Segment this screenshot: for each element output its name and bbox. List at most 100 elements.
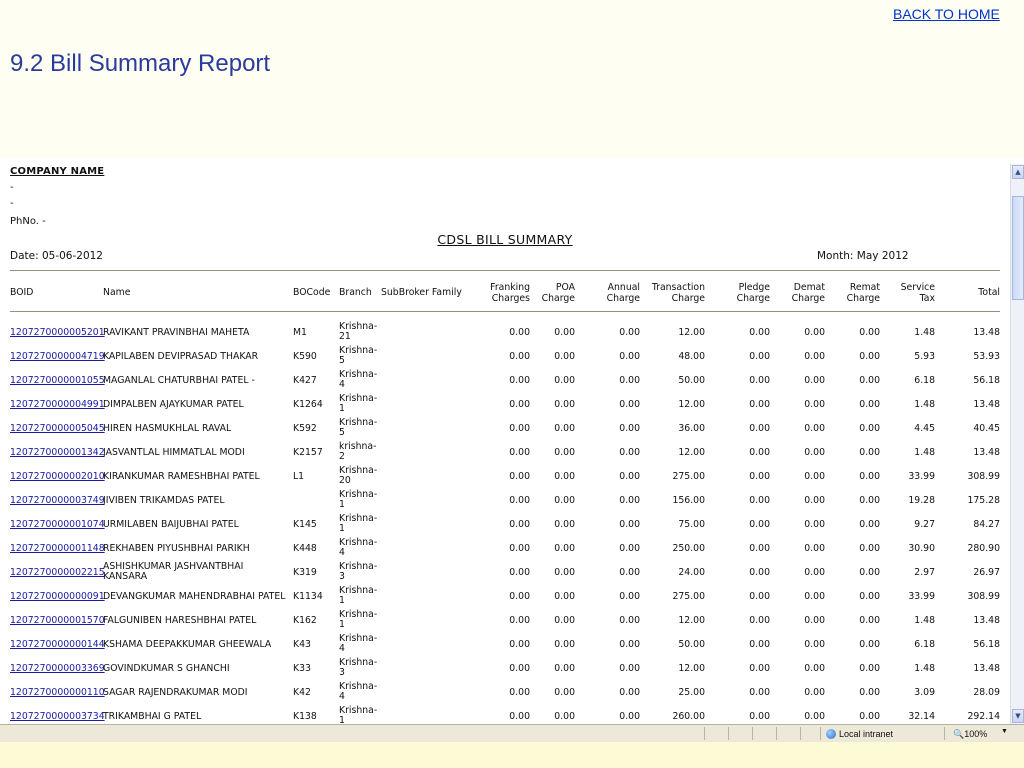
cell-remat: 0.00 bbox=[859, 639, 880, 650]
cell-boid[interactable]: 1207270000003749 bbox=[10, 495, 105, 506]
cell-service-tax: 6.18 bbox=[914, 639, 935, 650]
scroll-down-icon[interactable]: ▼ bbox=[1012, 709, 1024, 723]
cell-pledge: 0.00 bbox=[749, 543, 770, 554]
header-annual: Annual Charge bbox=[606, 282, 640, 304]
cell-pledge: 0.00 bbox=[749, 495, 770, 506]
cell-name: GOVINDKUMAR S GHANCHI bbox=[103, 663, 230, 674]
cell-total: 13.48 bbox=[973, 327, 1000, 338]
header-pledge: Pledge Charge bbox=[736, 282, 770, 304]
cell-demat: 0.00 bbox=[804, 471, 825, 482]
cell-poa: 0.00 bbox=[554, 399, 575, 410]
cell-remat: 0.00 bbox=[859, 591, 880, 602]
cell-branch: Krishna- 1 bbox=[339, 609, 378, 630]
cell-service-tax: 1.48 bbox=[914, 663, 935, 674]
cell-pledge: 0.00 bbox=[749, 399, 770, 410]
cell-boid[interactable]: 1207270000004991 bbox=[10, 399, 105, 410]
cell-total: 56.18 bbox=[973, 639, 1000, 650]
cell-bocode: K1134 bbox=[293, 591, 323, 602]
cell-total: 13.48 bbox=[973, 615, 1000, 626]
back-to-home-link[interactable]: BACK TO HOME bbox=[893, 6, 1000, 22]
cell-demat: 0.00 bbox=[804, 375, 825, 386]
status-divider bbox=[944, 727, 945, 740]
cell-demat: 0.00 bbox=[804, 687, 825, 698]
cell-bocode: K145 bbox=[293, 519, 317, 530]
header-name: Name bbox=[103, 287, 131, 298]
cell-franking: 0.00 bbox=[509, 591, 530, 602]
cell-boid[interactable]: 1207270000005201 bbox=[10, 327, 105, 338]
cell-boid[interactable]: 1207270000001148 bbox=[10, 543, 105, 554]
cell-boid[interactable]: 1207270000002215 bbox=[10, 567, 105, 578]
table-row: 1207270000001570 FALGUNIBEN HARESHBHAI PA… bbox=[0, 608, 1010, 632]
vertical-scrollbar[interactable]: ▲ ▼ bbox=[1010, 164, 1024, 724]
header-boid: BOID bbox=[10, 287, 34, 298]
cell-pledge: 0.00 bbox=[749, 687, 770, 698]
cell-boid[interactable]: 1207270000001342 bbox=[10, 447, 105, 458]
zoom-control[interactable]: 🔍100% bbox=[953, 729, 987, 740]
divider bbox=[10, 311, 1000, 312]
cell-name: TRIKAMBHAI G PATEL bbox=[103, 711, 202, 722]
cell-franking: 0.00 bbox=[509, 567, 530, 578]
cell-remat: 0.00 bbox=[859, 375, 880, 386]
cell-transaction: 50.00 bbox=[678, 639, 705, 650]
cell-demat: 0.00 bbox=[804, 519, 825, 530]
scroll-up-icon[interactable]: ▲ bbox=[1012, 165, 1024, 179]
cell-bocode: K33 bbox=[293, 663, 311, 674]
table-row: 1207270000005201 RAVIKANT PRAVINBHAI MAHE… bbox=[0, 320, 1010, 344]
scroll-thumb[interactable] bbox=[1012, 196, 1024, 300]
cell-boid[interactable]: 1207270000000091 bbox=[10, 591, 105, 602]
status-divider bbox=[752, 727, 753, 740]
cell-branch: Krishna- 1 bbox=[339, 705, 378, 725]
cell-name: DEVANGKUMAR MAHENDRABHAI PATEL bbox=[103, 591, 286, 602]
cell-boid[interactable]: 1207270000001055 bbox=[10, 375, 105, 386]
cell-total: 13.48 bbox=[973, 663, 1000, 674]
cell-annual: 0.00 bbox=[619, 519, 640, 530]
cell-total: 28.09 bbox=[973, 687, 1000, 698]
cell-annual: 0.00 bbox=[619, 687, 640, 698]
cell-transaction: 36.00 bbox=[678, 423, 705, 434]
cell-transaction: 12.00 bbox=[678, 399, 705, 410]
cell-poa: 0.00 bbox=[554, 375, 575, 386]
cell-boid[interactable]: 1207270000002010 bbox=[10, 471, 105, 482]
cell-boid[interactable]: 1207270000003369 bbox=[10, 663, 105, 674]
cell-branch: Krishna- 1 bbox=[339, 489, 378, 510]
cell-name: JIVIBEN TRIKAMDAS PATEL bbox=[103, 495, 225, 506]
phone-number: PhNo. - bbox=[10, 216, 46, 227]
cell-transaction: 260.00 bbox=[672, 711, 705, 722]
security-zone[interactable]: Local intranet bbox=[826, 729, 893, 739]
header-poa: POA Charge bbox=[541, 282, 575, 304]
cell-bocode: K448 bbox=[293, 543, 317, 554]
cell-transaction: 250.00 bbox=[672, 543, 705, 554]
cell-demat: 0.00 bbox=[804, 543, 825, 554]
cell-boid[interactable]: 1207270000000110 bbox=[10, 687, 105, 698]
cell-franking: 0.00 bbox=[509, 495, 530, 506]
cell-service-tax: 19.28 bbox=[908, 495, 935, 506]
cell-boid[interactable]: 1207270000005045 bbox=[10, 423, 105, 434]
cell-bocode: K43 bbox=[293, 639, 311, 650]
report-month: Month: May 2012 bbox=[817, 250, 909, 262]
cell-transaction: 12.00 bbox=[678, 327, 705, 338]
zoom-dropdown-icon[interactable]: ▼ bbox=[1001, 728, 1008, 735]
cell-annual: 0.00 bbox=[619, 327, 640, 338]
cell-demat: 0.00 bbox=[804, 423, 825, 434]
cell-annual: 0.00 bbox=[619, 447, 640, 458]
cell-remat: 0.00 bbox=[859, 447, 880, 458]
cell-franking: 0.00 bbox=[509, 423, 530, 434]
cell-service-tax: 1.48 bbox=[914, 615, 935, 626]
cell-boid[interactable]: 1207270000000144 bbox=[10, 639, 105, 650]
cell-remat: 0.00 bbox=[859, 495, 880, 506]
globe-icon bbox=[826, 729, 836, 739]
cell-boid[interactable]: 1207270000001570 bbox=[10, 615, 105, 626]
cell-poa: 0.00 bbox=[554, 423, 575, 434]
cell-service-tax: 5.93 bbox=[914, 351, 935, 362]
cell-poa: 0.00 bbox=[554, 615, 575, 626]
report-content: COMPANY NAME - - PhNo. - CDSL BILL SUMMA… bbox=[0, 158, 1010, 724]
table-row: 1207270000002010 KIRANKUMAR RAMESHBHAI PA… bbox=[0, 464, 1010, 488]
cell-remat: 0.00 bbox=[859, 711, 880, 722]
cell-remat: 0.00 bbox=[859, 543, 880, 554]
header-bocode: BOCode bbox=[293, 287, 331, 298]
cell-boid[interactable]: 1207270000001074 bbox=[10, 519, 105, 530]
cell-annual: 0.00 bbox=[619, 471, 640, 482]
cell-boid[interactable]: 1207270000003734 bbox=[10, 711, 105, 722]
cell-boid[interactable]: 1207270000004719 bbox=[10, 351, 105, 362]
cell-name: DIMPALBEN AJAYKUMAR PATEL bbox=[103, 399, 244, 410]
